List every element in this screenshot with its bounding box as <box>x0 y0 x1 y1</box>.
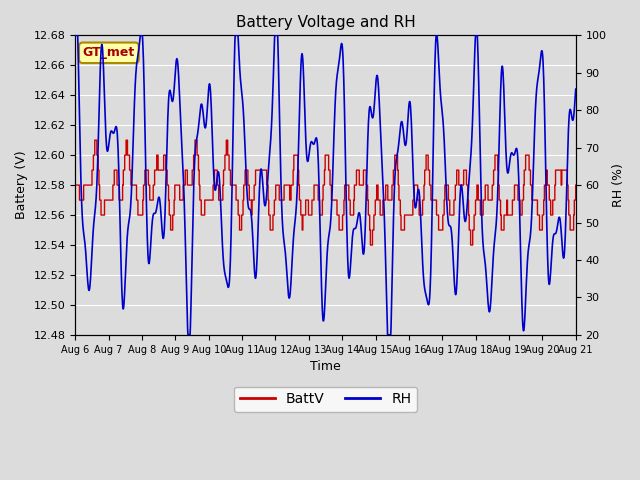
Y-axis label: RH (%): RH (%) <box>612 163 625 207</box>
Text: GT_met: GT_met <box>83 46 135 60</box>
Title: Battery Voltage and RH: Battery Voltage and RH <box>236 15 415 30</box>
Legend: BattV, RH: BattV, RH <box>234 387 417 412</box>
X-axis label: Time: Time <box>310 360 341 373</box>
Y-axis label: Battery (V): Battery (V) <box>15 151 28 219</box>
